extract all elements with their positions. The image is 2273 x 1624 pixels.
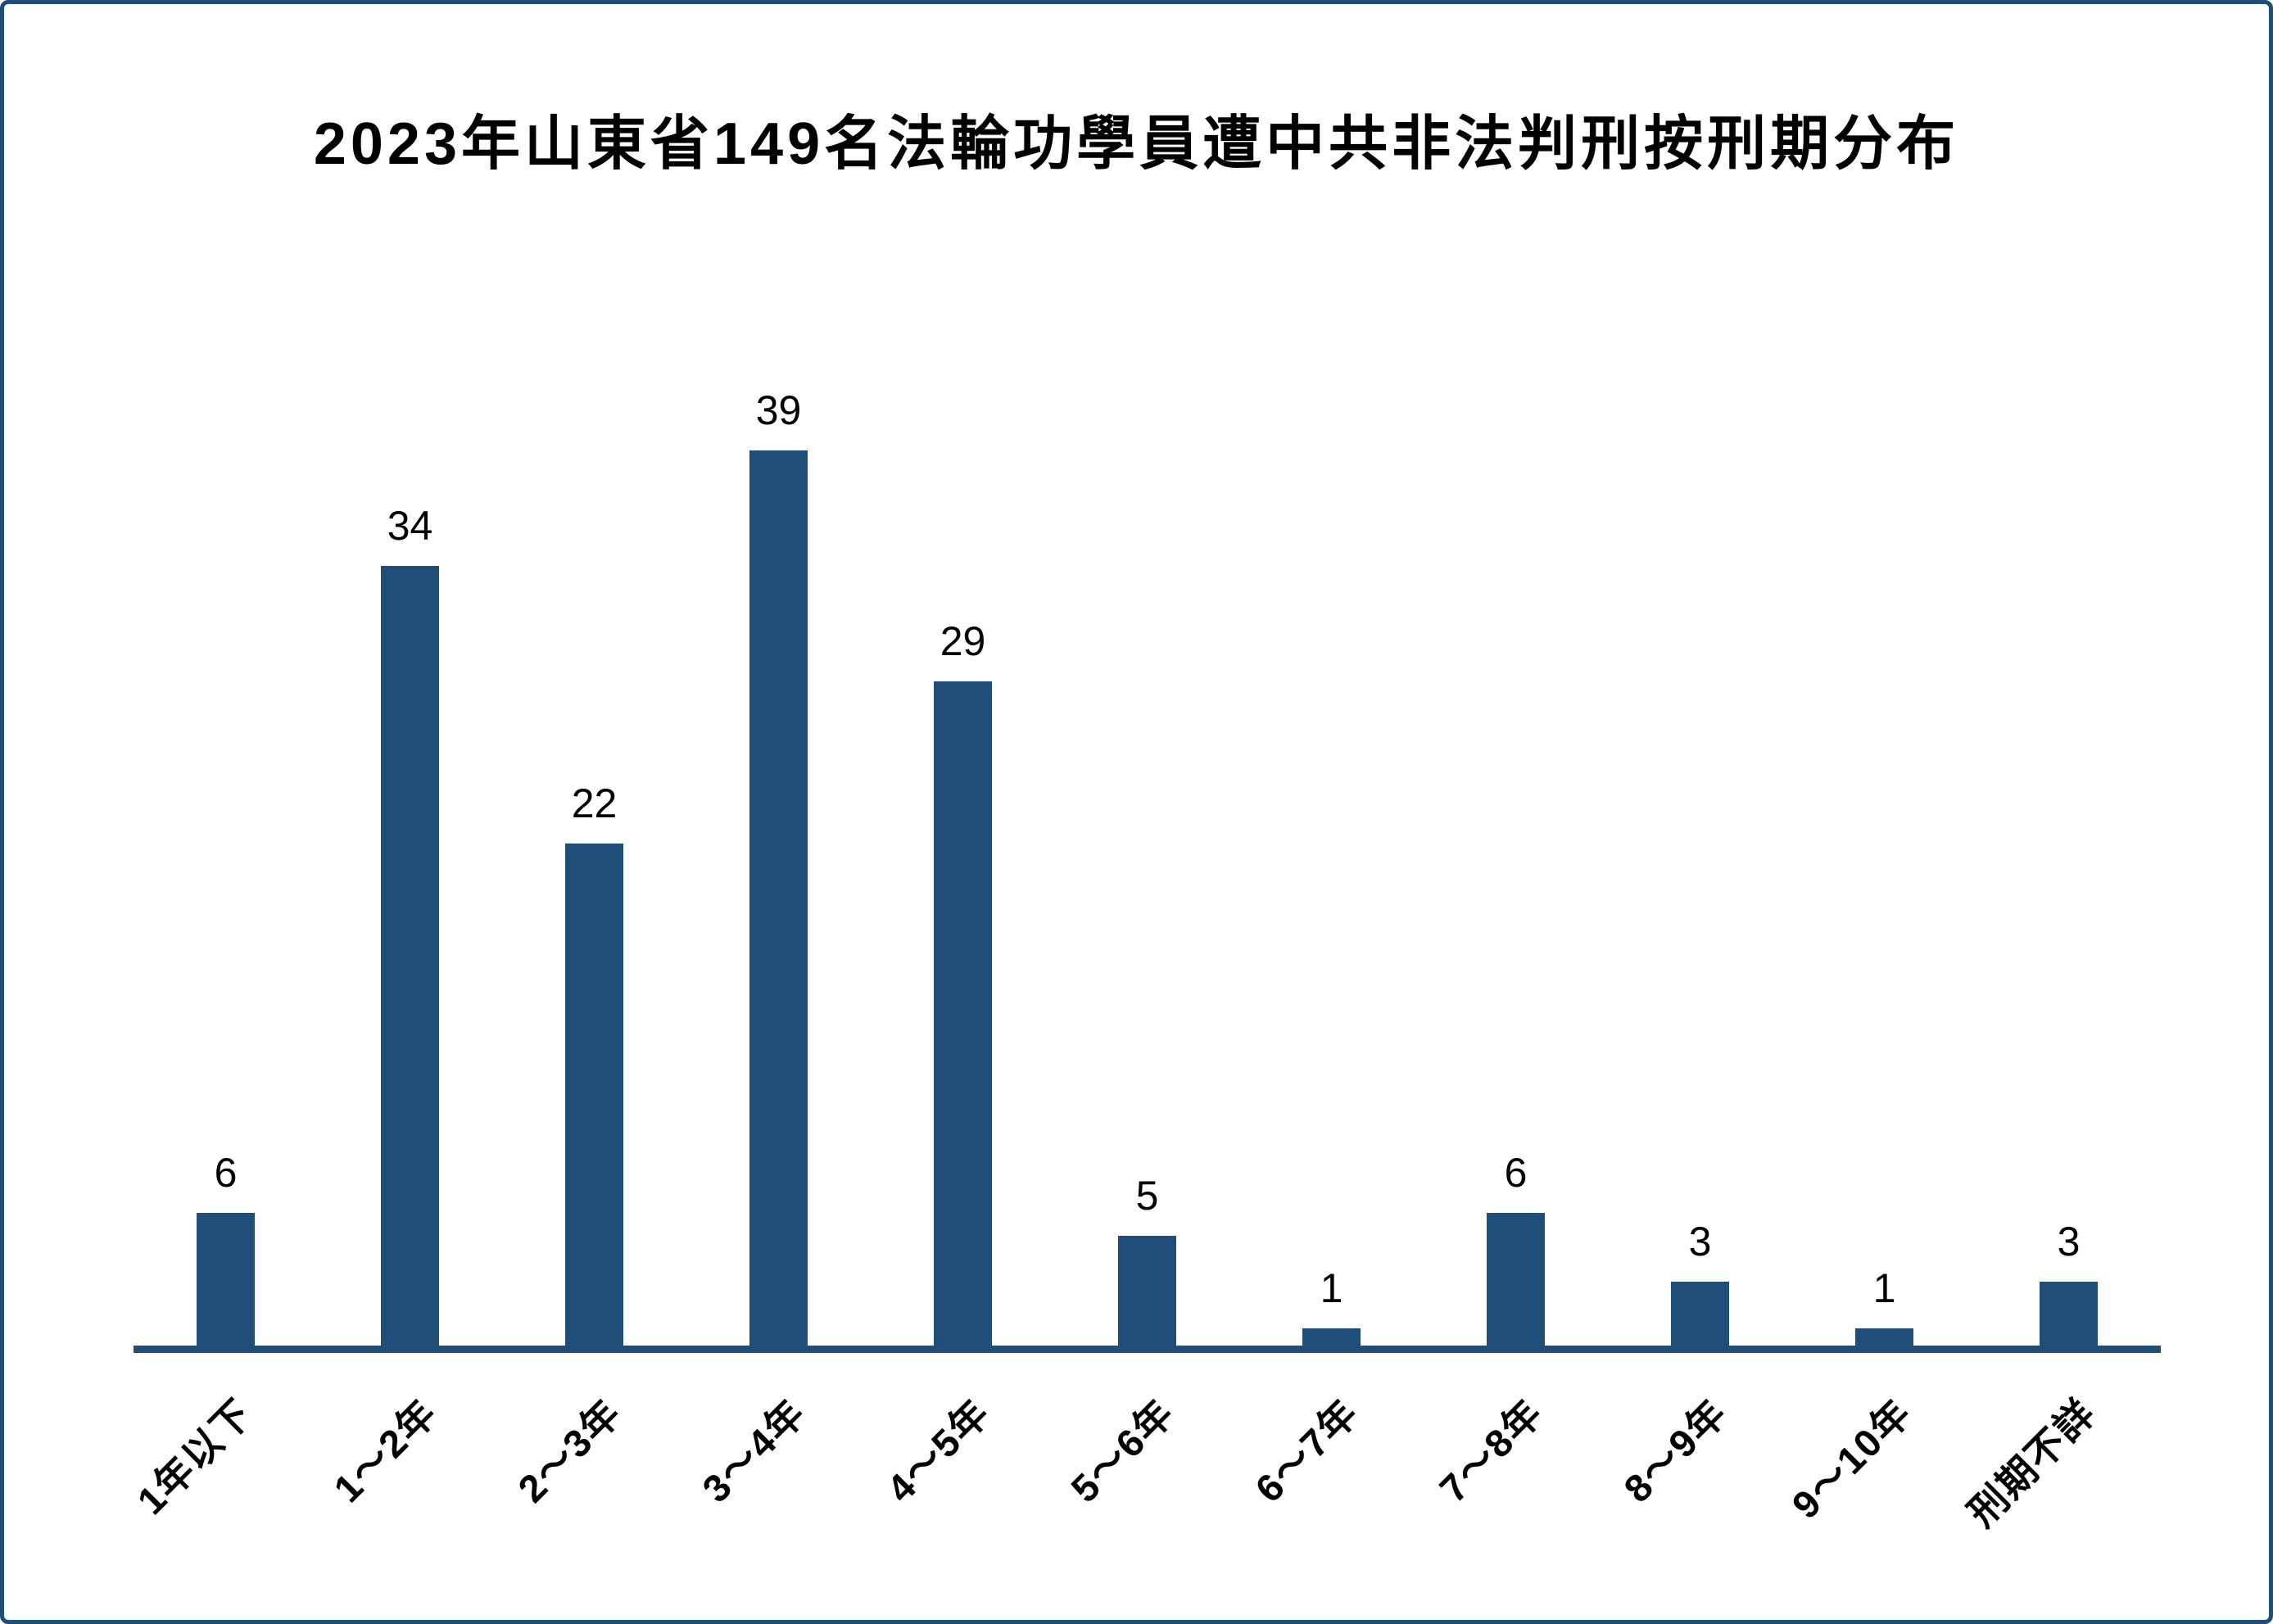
x-axis-tick-label: 2～3年: [509, 1390, 630, 1511]
x-axis-line: [134, 1346, 2161, 1353]
bar-group: 1 6～7年: [1239, 0, 1424, 1510]
bar: [1487, 1213, 1545, 1351]
bar-group: 3 刑期不詳: [1959, 0, 2161, 1535]
bar-group: 34 1～2年: [318, 0, 502, 1510]
bar-value-label: 6: [1504, 1150, 1528, 1196]
bar-value-label: 6: [214, 1150, 238, 1196]
x-axis-tick-label: 4～5年: [877, 1390, 998, 1511]
bar-value-label: 39: [755, 387, 802, 433]
bar-value-label: 34: [387, 503, 433, 549]
x-axis-tick-label: 刑期不詳: [1959, 1390, 2104, 1535]
bar-chart: 6 1年以下 34 1～2年 22 2～3年 39 3～4年 29 4～5年 5 5～6年 1 6～7年 6…: [129, 0, 2161, 1535]
x-axis-tick-label: 7～8年: [1430, 1390, 1551, 1511]
bar-value-label: 3: [2057, 1219, 2081, 1264]
x-axis-tick-label: 5～6年: [1062, 1390, 1183, 1511]
bar: [565, 844, 623, 1351]
bar-group: 29 4～5年: [871, 0, 1055, 1510]
bar: [197, 1213, 255, 1351]
bar-group: 1 9～10年: [1783, 0, 1976, 1527]
bar-value-label: 1: [1872, 1265, 1896, 1311]
bar: [1671, 1282, 1729, 1351]
bar-group: 5 5～6年: [1055, 0, 1239, 1510]
bar: [381, 566, 439, 1351]
bar-value-label: 1: [1320, 1265, 1343, 1311]
x-axis-tick-label: 6～7年: [1246, 1390, 1367, 1511]
bar-group: 3 8～9年: [1608, 0, 1792, 1510]
bar-value-label: 3: [1688, 1219, 1712, 1264]
x-axis-tick-label: 8～9年: [1614, 1390, 1736, 1511]
bar: [1118, 1236, 1176, 1351]
bar-group: 39 3～4年: [686, 0, 871, 1510]
chart-title: 2023年山東省149名法輪功學員遭中共非法判刑按刑期分布: [313, 111, 1960, 177]
bar-value-label: 5: [1135, 1173, 1159, 1219]
bar-group: 6 1年以下: [129, 0, 318, 1522]
bar-group: 6 7～8年: [1424, 0, 1608, 1510]
x-axis-tick-label: 9～10年: [1782, 1390, 1920, 1527]
x-axis-tick-label: 3～4年: [693, 1390, 814, 1511]
bar: [934, 681, 992, 1351]
bar-value-label: 22: [571, 780, 618, 826]
bar: [2040, 1282, 2098, 1351]
x-axis-tick-label: 1～2年: [324, 1390, 446, 1511]
bar-group: 22 2～3年: [502, 0, 686, 1510]
bar-value-label: 29: [940, 618, 986, 664]
bar: [749, 450, 808, 1351]
x-axis-tick-label: 1年以下: [129, 1390, 261, 1523]
